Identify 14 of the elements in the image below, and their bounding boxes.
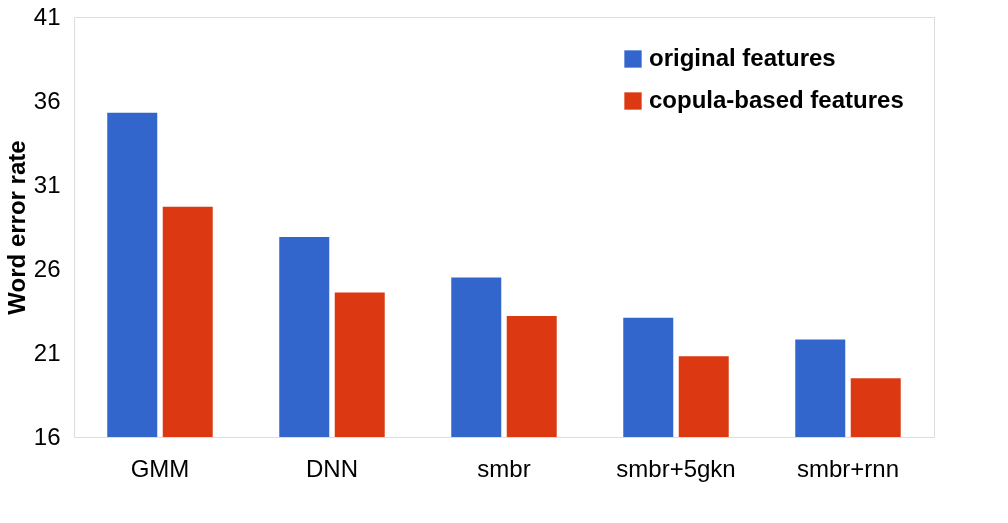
y-tick-label: 41: [33, 2, 61, 30]
y-axis-title: Word error rate: [2, 140, 30, 315]
y-tick-label: 31: [33, 170, 61, 198]
x-tick-label: smbr+5gkn: [616, 454, 736, 482]
x-tick-label: DNN: [306, 454, 358, 482]
y-tick-label: 36: [33, 86, 61, 114]
y-tick-label: 21: [33, 338, 61, 366]
x-tick-label: smbr: [477, 454, 531, 482]
x-tick-label: GMM: [130, 454, 190, 482]
y-tick-label: 26: [33, 254, 61, 282]
legend-label: copula-based features: [649, 86, 904, 113]
y-tick-label: 16: [33, 422, 61, 450]
legend-label: original features: [649, 44, 836, 71]
x-tick-label: smbr+rnn: [796, 454, 900, 482]
